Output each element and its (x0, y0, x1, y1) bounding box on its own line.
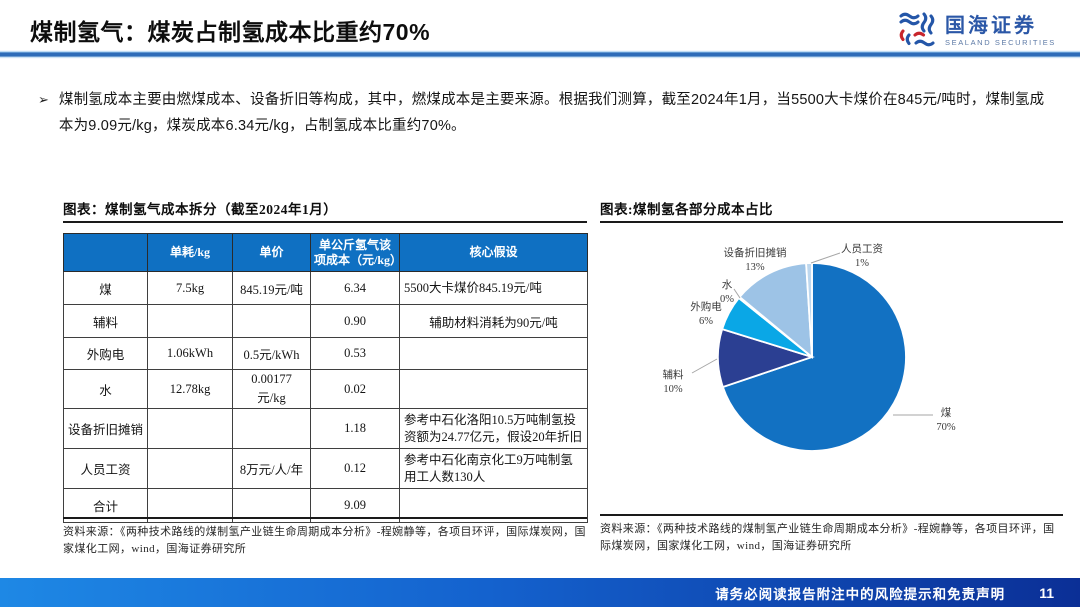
table-row: 外购电 1.06kWh 0.5元/kWh 0.53 (63, 337, 588, 370)
table-header-row: 单耗/kg 单价 单公斤氢气该项成本（元/kg） 核心假设 (63, 233, 588, 272)
table-header-cell: 核心假设 (399, 233, 588, 272)
title-underline (0, 50, 1080, 59)
table-cell: 0.90 (310, 304, 400, 338)
table-cell: 设备折旧摊销 (63, 408, 148, 449)
figure-right-top-rule (600, 221, 1063, 223)
footer-page-number: 11 (1039, 584, 1054, 601)
table-row: 人员工资 8万元/人/年 0.12 参考中石化南京化工9万吨制氢用工人数130人 (63, 448, 588, 489)
figure-left-bottom-rule (63, 517, 587, 519)
table-cell (399, 337, 588, 370)
table-header-cell (63, 233, 148, 272)
pie-leader-line (691, 358, 718, 374)
pie-label: 外购电 6% (690, 300, 722, 327)
pie-label: 水 0% (720, 279, 734, 305)
logo-name-en: SEALAND SECURITIES (945, 38, 1056, 48)
pie-label: 煤 70% (936, 406, 956, 433)
table-header-cell: 单公斤氢气该项成本（元/kg） (310, 233, 402, 272)
table-row: 辅料 0.90 辅助材料消耗为90元/吨 (63, 304, 588, 338)
sealand-logo-icon (896, 9, 938, 54)
pie-chart: 煤 70% 辅料 10% 外购电 6% 水 0% 设备折旧摊销 13% 人员工资 1% (600, 228, 1065, 518)
bullet-arrow-icon: ➢ (38, 92, 49, 107)
table-cell: 0.12 (310, 448, 400, 489)
pie-label: 人员工资 1% (841, 243, 883, 269)
table-cell: 0.02 (310, 369, 400, 409)
figure-right-source: 资料来源：《两种技术路线的煤制氢产业链生命周期成本分析》-程婉静等，各项目环评，… (600, 523, 1055, 553)
company-logo: 国海证券 SEALAND SECURITIES (896, 9, 1056, 54)
footer-disclaimer: 请务必阅读报告附注中的风险提示和免责声明 (715, 586, 1006, 602)
table-cell: 6.34 (310, 271, 400, 305)
cost-table: 单耗/kg 单价 单公斤氢气该项成本（元/kg） 核心假设 煤 7.5kg 845.19元… (63, 233, 588, 523)
table-cell (232, 408, 311, 449)
table-header-cell: 单价 (232, 233, 311, 272)
table-cell: 辅料 (63, 304, 148, 338)
table-cell: 8万元/人/年 (232, 448, 311, 489)
footer-bar: 请务必阅读报告附注中的风险提示和免责声明 11 (0, 578, 1080, 607)
table-cell (147, 304, 233, 338)
table-cell (147, 448, 233, 489)
table-cell: 0.5元/kWh (232, 337, 311, 370)
table-header-cell: 单耗/kg (147, 233, 233, 272)
table-cell: 参考中石化南京化工9万吨制氢用工人数130人 (399, 448, 588, 489)
table-row: 煤 7.5kg 845.19元/吨 6.34 5500大卡煤价845.19元/吨 (63, 271, 588, 305)
table-cell (399, 369, 588, 409)
figure-left-title: 图表：煤制氢气成本拆分（截至2024年1月） (63, 202, 338, 217)
pie-label: 辅料 10% (663, 368, 684, 395)
figure-left-top-rule (63, 221, 587, 223)
pie-slice-设备折旧摊销 (738, 262, 814, 360)
pie-leader-line (733, 288, 741, 299)
table-cell: 0.00177元/kg (232, 369, 311, 409)
table-cell: 参考中石化洛阳10.5万吨制氢投资额为24.77亿元，假设20年折旧 (399, 408, 588, 449)
pie-label: 设备折旧摊销 13% (724, 246, 787, 273)
table-cell: 水 (63, 369, 148, 409)
table-cell: 1.18 (310, 408, 400, 449)
table-cell: 7.5kg (147, 271, 233, 305)
pie-leader-line (810, 252, 841, 264)
table-cell: 外购电 (63, 337, 148, 370)
table-cell: 845.19元/吨 (232, 271, 311, 305)
intro-paragraph: ➢ 煤制氢成本主要由燃煤成本、设备折旧等构成，其中，燃煤成本是主要来源。根据我们… (38, 88, 1050, 140)
figure-right-bottom-rule (600, 514, 1063, 516)
logo-name-cn: 国海证券 (945, 15, 1037, 38)
table-row: 设备折旧摊销 1.18 参考中石化洛阳10.5万吨制氢投资额为24.77亿元，假设2… (63, 408, 588, 449)
table-cell: 人员工资 (63, 448, 148, 489)
figure-right-title: 图表:煤制氢各部分成本占比 (600, 202, 773, 217)
page-title: 煤制氢气：煤炭占制氢成本比重约70% (30, 19, 431, 45)
intro-text: 煤制氢成本主要由燃煤成本、设备折旧等构成，其中，燃煤成本是主要来源。根据我们测算… (58, 92, 1045, 134)
table-cell: 0.53 (310, 337, 400, 370)
figure-left-source: 资料来源：《两种技术路线的煤制氢产业链生命周期成本分析》-程婉静等，各项目环评，… (63, 526, 586, 556)
table-cell: 5500大卡煤价845.19元/吨 (399, 271, 588, 305)
table-cell: 12.78kg (147, 369, 233, 409)
table-cell: 1.06kWh (147, 337, 233, 370)
table-cell: 煤 (63, 271, 148, 305)
table-cell: 辅助材料消耗为90元/吨 (399, 304, 588, 338)
table-row: 水 12.78kg 0.00177元/kg 0.02 (63, 369, 588, 409)
table-cell (147, 408, 233, 449)
table-cell (232, 304, 311, 338)
